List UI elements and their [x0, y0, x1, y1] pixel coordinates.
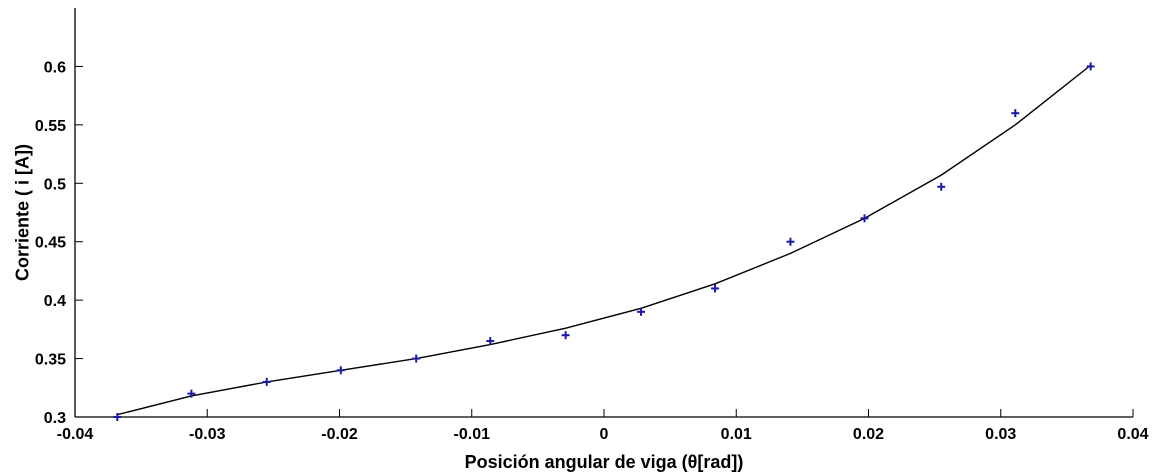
chart-axes — [74, 8, 1133, 418]
data-point — [336, 366, 345, 375]
data-point — [262, 377, 271, 386]
x-tick-label: 0.02 — [853, 426, 884, 443]
y-tick-label: 0.55 — [35, 118, 66, 135]
plot-area — [113, 62, 1095, 421]
data-point — [860, 214, 869, 223]
x-tick-label: -0.04 — [57, 426, 94, 443]
y-axis-label: Corriente ( i [A]) — [12, 144, 32, 281]
y-tick-label: 0.45 — [35, 235, 66, 252]
x-tick-label: -0.01 — [454, 426, 491, 443]
y-tick-label: 0.4 — [44, 293, 66, 310]
y-tick-label: 0.3 — [44, 410, 66, 427]
data-point — [412, 354, 421, 363]
data-point — [1086, 62, 1095, 71]
x-ticks: -0.04 -0.03 -0.02 -0.01 0 0.01 0.02 0.03 0.04 — [57, 409, 1149, 443]
data-point — [113, 413, 122, 421]
y-tick-label: 0.5 — [44, 176, 66, 193]
x-tick-label: 0.04 — [1117, 426, 1148, 443]
x-tick-label: 0 — [600, 426, 609, 443]
data-point — [561, 331, 570, 340]
fit-line — [117, 64, 1092, 416]
data-point — [937, 182, 946, 191]
y-tick-label: 0.35 — [35, 352, 66, 369]
x-tick-label: 0.01 — [721, 426, 752, 443]
data-point — [711, 284, 720, 293]
x-axis-label: Posición angular de viga (θ[rad]) — [465, 452, 744, 472]
x-tick-label: -0.03 — [189, 426, 226, 443]
data-point — [1011, 109, 1020, 118]
x-tick-label: 0.03 — [985, 426, 1016, 443]
data-point — [786, 237, 795, 246]
data-point — [187, 389, 196, 398]
x-tick-label: -0.02 — [321, 426, 358, 443]
data-point — [637, 307, 646, 316]
y-ticks: 0.3 0.35 0.4 0.45 0.5 0.55 0.6 — [35, 59, 83, 427]
data-point — [486, 337, 495, 346]
y-tick-label: 0.6 — [44, 59, 66, 76]
